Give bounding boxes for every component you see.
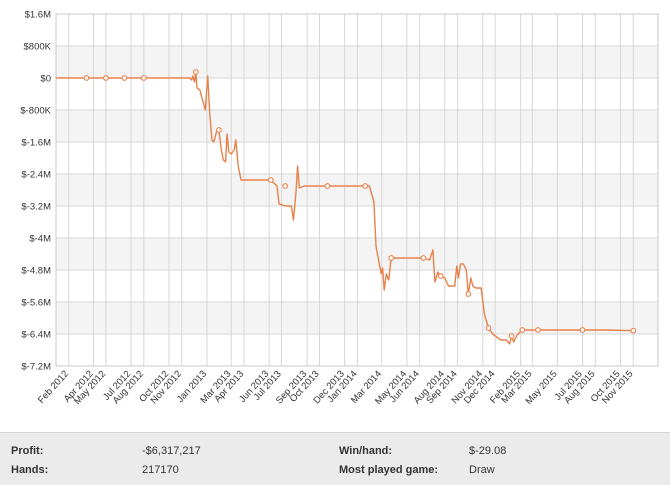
data-point-marker bbox=[388, 255, 395, 261]
chart-svg: $1.6M $800K $0 $-800K $-1.6M $-2.4M $-3.2M $-4M… bbox=[20, 10, 659, 407]
profit-label: Profit: bbox=[11, 445, 44, 457]
y-tick-label: $-800K bbox=[20, 106, 51, 117]
y-tick-label: $-2.4M bbox=[21, 170, 51, 181]
data-point-marker bbox=[216, 127, 222, 133]
y-tick-label: $-7.2M bbox=[21, 362, 51, 373]
data-point-marker bbox=[282, 183, 289, 189]
data-point-marker bbox=[192, 69, 199, 75]
data-point-marker bbox=[420, 255, 427, 261]
data-point-marker bbox=[103, 75, 109, 81]
hands-value: 217170 bbox=[142, 464, 179, 476]
y-tick-label: $1.6M bbox=[25, 10, 51, 21]
hands-label: Hands: bbox=[11, 464, 49, 476]
data-point-marker bbox=[630, 327, 637, 334]
y-tick-label: $-6.4M bbox=[21, 330, 51, 341]
win-per-hand-value: $-29.08 bbox=[469, 445, 507, 457]
y-tick-label: $0 bbox=[40, 74, 51, 85]
data-point-marker bbox=[437, 273, 444, 279]
stats-panel: Profit: -$6,317,217 Hands: 217170 Win/ha… bbox=[0, 432, 670, 485]
data-point-marker bbox=[362, 183, 369, 189]
y-tick-label: $800K bbox=[24, 42, 52, 53]
plot-area-border bbox=[55, 13, 659, 367]
y-tick-label: $-5.6M bbox=[21, 298, 51, 309]
y-tick-label: $-4.8M bbox=[21, 266, 51, 277]
data-point-marker bbox=[508, 333, 515, 339]
most-played-game-label: Most played game: bbox=[339, 464, 439, 476]
y-tick-label: $-4M bbox=[29, 234, 51, 245]
data-point-marker bbox=[579, 327, 586, 333]
data-point-marker bbox=[535, 327, 541, 333]
y-tick-label: $-3.2M bbox=[21, 202, 51, 213]
profit-chart: $1.6M $800K $0 $-800K $-1.6M $-2.4M $-3.2M $-4M… bbox=[20, 10, 659, 407]
data-point-marker bbox=[485, 325, 492, 331]
data-point-marker bbox=[519, 327, 526, 333]
data-point-marker bbox=[140, 75, 147, 81]
data-point-marker bbox=[465, 291, 472, 297]
y-tick-label: $-1.6M bbox=[21, 138, 51, 149]
profit-line bbox=[56, 71, 634, 345]
win-per-hand-label: Win/hand: bbox=[339, 445, 393, 457]
data-point-marker bbox=[324, 183, 331, 189]
most-played-game-value: Draw bbox=[469, 464, 495, 476]
data-point-marker bbox=[267, 177, 274, 183]
data-point-marker bbox=[83, 75, 90, 81]
profit-value: -$6,317,217 bbox=[142, 445, 201, 457]
data-point-marker bbox=[121, 75, 128, 81]
